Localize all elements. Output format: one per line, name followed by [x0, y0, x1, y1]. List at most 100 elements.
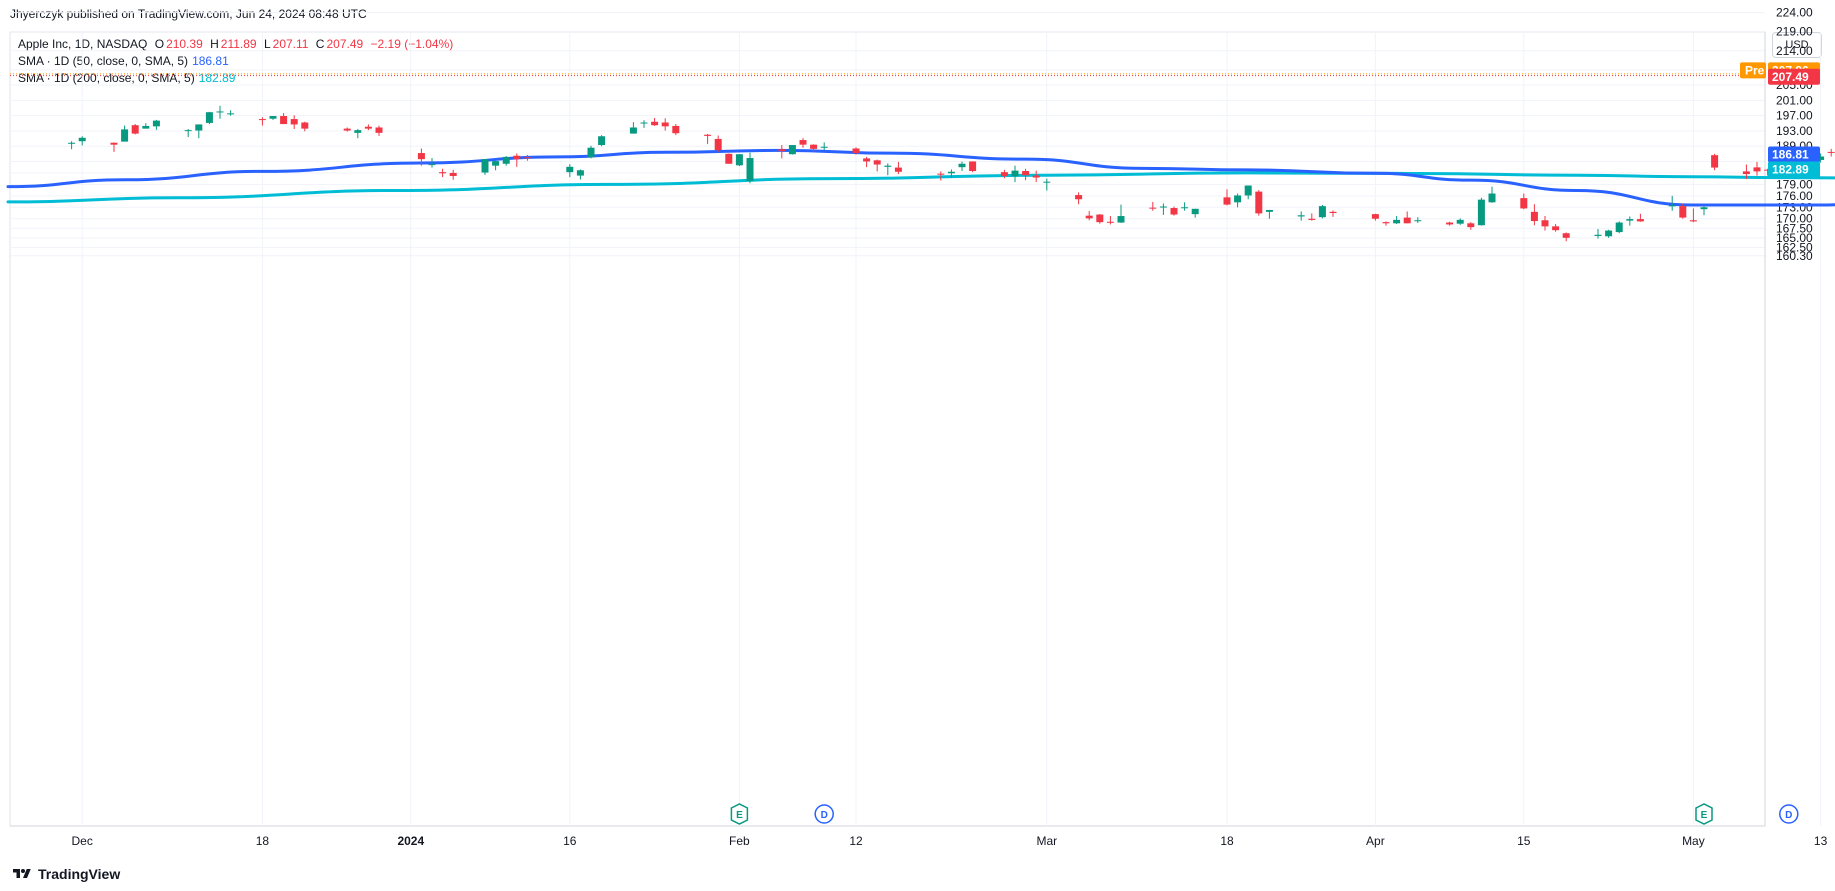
x-tick-label: Feb [729, 834, 750, 848]
dividend-marker [1779, 804, 1799, 824]
x-tick-label: 18 [1220, 834, 1234, 848]
dividend-marker-label: D [821, 810, 828, 821]
y-tick-label: 224.00 [1776, 6, 1813, 20]
candle-body [1488, 193, 1496, 203]
candle-body [1541, 220, 1549, 227]
candle-body [1181, 207, 1189, 209]
sma200-value: 182.89 [198, 71, 236, 85]
x-tick-label: 15 [1517, 834, 1531, 848]
candle-body [1255, 191, 1263, 214]
candle-body [1308, 218, 1316, 220]
candle-body [714, 138, 722, 151]
candle-body [735, 154, 743, 166]
candle-body [873, 160, 881, 165]
candle-body [1234, 195, 1242, 203]
candle-body [184, 130, 192, 132]
candle-body [1403, 217, 1411, 224]
close-label: C [315, 37, 325, 51]
y-tick-label: 170.00 [1776, 212, 1813, 226]
candle-body [820, 146, 828, 148]
candle-body [131, 125, 139, 134]
earnings-marker-label: E [1701, 810, 1708, 821]
y-tick-label: 162.50 [1776, 240, 1813, 254]
candle-body [863, 158, 871, 162]
candle-body [1817, 156, 1825, 160]
earnings-marker [1695, 803, 1713, 825]
candle-body [958, 163, 966, 168]
candle-body [1530, 211, 1538, 222]
y-tick-label: 165.00 [1776, 231, 1813, 245]
candle-body [969, 161, 977, 172]
sma50-label: SMA · 1D (50, close, 0, SMA, 5) [18, 54, 189, 68]
candle-body [651, 121, 659, 126]
dividend-marker-label: D [1785, 810, 1792, 821]
candle-body [1764, 169, 1772, 171]
y-tick-label: 176.00 [1776, 189, 1813, 203]
candle-body [1827, 151, 1835, 153]
open-value: 210.39 [166, 37, 203, 51]
candle-body [778, 149, 786, 152]
candle-body [1711, 155, 1719, 168]
candle-body [1223, 197, 1231, 205]
candle-body [629, 127, 637, 134]
candle-body [1117, 216, 1125, 223]
candle-body [810, 144, 818, 149]
candle-body [1594, 234, 1602, 236]
candle-body [598, 136, 606, 146]
candle-body [640, 122, 648, 124]
candle-body [1382, 222, 1390, 224]
publisher-line: Jhyerczyk published on TradingView.com, … [10, 7, 367, 21]
candle-body [1000, 172, 1008, 176]
candle-body [110, 142, 118, 145]
candle-body [576, 170, 584, 176]
sma200-label: SMA · 1D (200, close, 0, SMA, 5) [18, 71, 195, 85]
candle-body [1096, 214, 1104, 223]
dividend-marker [814, 804, 834, 824]
x-tick-label: Mar [1036, 834, 1057, 848]
candle-body [672, 125, 680, 134]
candle-body [343, 128, 351, 131]
x-tick-label: 16 [563, 834, 577, 848]
candle-body [947, 171, 955, 174]
currency-button[interactable]: USD [1772, 32, 1822, 58]
y-tick-label: 193.00 [1776, 124, 1813, 138]
candle-body [1477, 199, 1485, 226]
candle-body [1615, 222, 1623, 233]
candle-body [290, 119, 298, 125]
sma50-tag-bg [1768, 146, 1820, 163]
open-label: O [154, 37, 165, 51]
x-tick-label: May [1682, 834, 1705, 848]
candle-body [205, 112, 213, 123]
pre-tag-bg [1740, 62, 1766, 79]
candle-body [894, 167, 902, 172]
high-value: 211.89 [220, 37, 257, 51]
sma200-tag: 182.89 [1772, 163, 1809, 177]
candle-body [354, 130, 362, 133]
candle-body [1520, 198, 1528, 209]
brand-label: TradingView [38, 866, 121, 882]
sma200-row: SMA · 1D (200, close, 0, SMA, 5) 182.89 [18, 70, 453, 87]
candle-body [195, 124, 203, 131]
candle-body [788, 145, 796, 155]
candle-body [1467, 223, 1475, 228]
sma200-line [6, 171, 1835, 204]
candle-body [884, 165, 892, 167]
earnings-marker-label: E [736, 810, 743, 821]
y-tick-label: 167.50 [1776, 221, 1813, 235]
sma50-tag: 186.81 [1772, 148, 1809, 162]
y-tick-label: 214.00 [1776, 44, 1813, 58]
earnings-marker [730, 803, 749, 825]
candle-body [68, 142, 76, 144]
candle-body [566, 166, 574, 173]
candle-body [1191, 208, 1199, 215]
candle-body [1244, 185, 1252, 196]
last-price-tag-bg [1768, 68, 1820, 85]
last-price-tag: 207.49 [1772, 70, 1809, 84]
close-value: 207.49 [326, 37, 364, 51]
candle-body [1170, 208, 1178, 215]
candle-body [1159, 206, 1167, 208]
candle-body [1085, 215, 1093, 219]
candle-body [216, 111, 224, 113]
candle-body [1297, 215, 1305, 217]
